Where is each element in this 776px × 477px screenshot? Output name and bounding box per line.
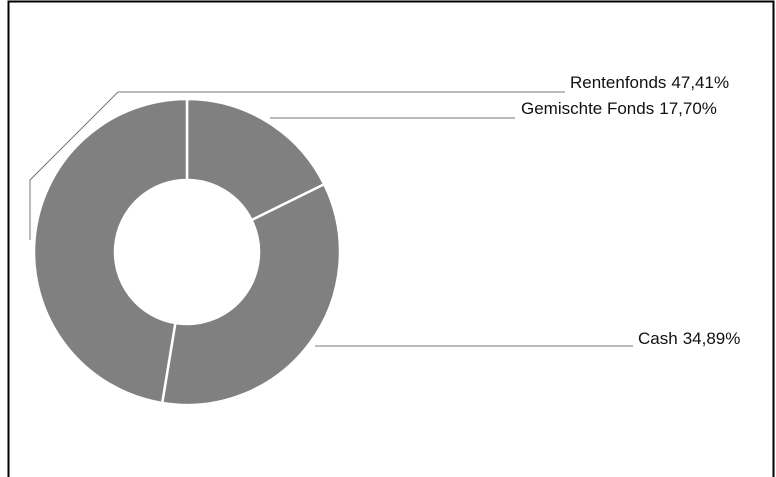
slice-label-category: Gemischte Fonds	[521, 99, 654, 118]
slice-label: Rentenfonds 47,41%	[570, 73, 729, 92]
slice-label-category: Rentenfonds	[570, 73, 666, 92]
donut-slice	[185, 97, 326, 222]
slice-label: Cash 34,89%	[638, 329, 740, 348]
donut-slice	[32, 97, 189, 405]
slice-label-value: 34,89%	[683, 329, 741, 348]
slice-label: Gemischte Fonds 17,70%	[521, 99, 717, 118]
slice-label-value: 47,41%	[671, 73, 729, 92]
leader-line	[29, 91, 565, 240]
slice-label-category: Cash	[638, 329, 678, 348]
donut-slice	[160, 182, 342, 407]
frame	[7, 0, 775, 477]
slice-label-value: 17,70%	[659, 99, 717, 118]
